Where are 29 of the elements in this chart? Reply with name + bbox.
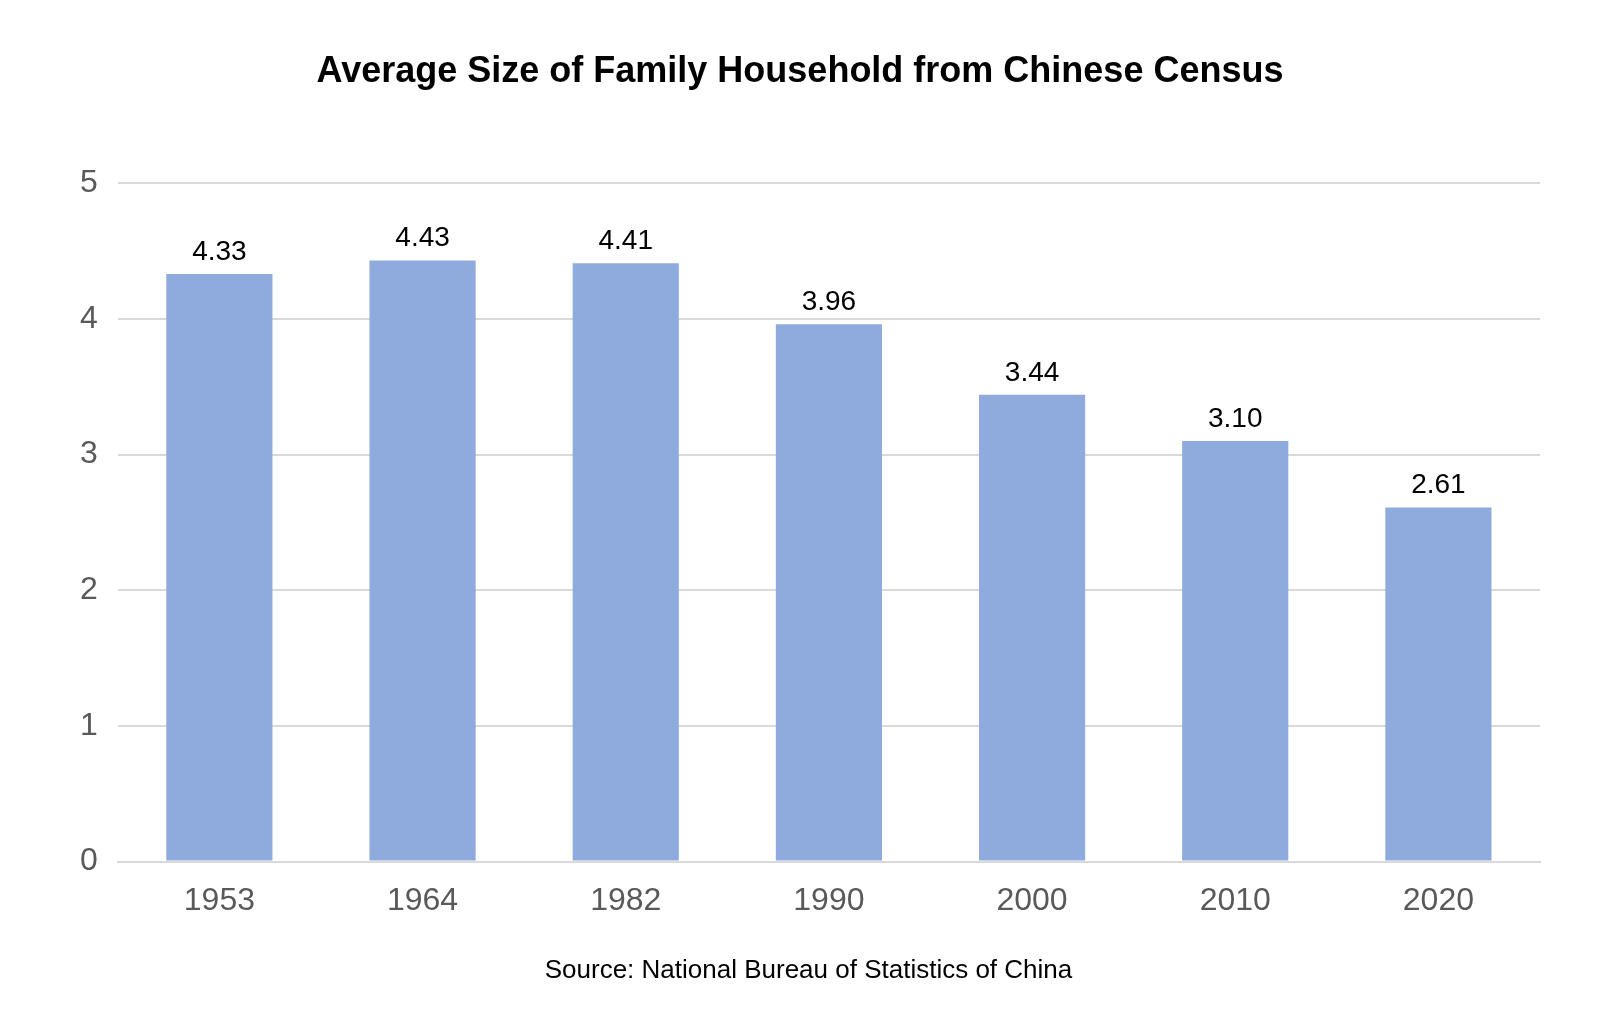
y-tick-label: 4: [80, 298, 98, 335]
data-label: 3.96: [801, 285, 857, 317]
data-label: 2.61: [1411, 468, 1466, 500]
x-tick-label: 2010: [1199, 880, 1271, 917]
y-tick-label: 2: [80, 570, 98, 607]
data-label: 4.41: [598, 223, 653, 255]
x-tick-label: 2000: [996, 880, 1068, 917]
x-tick-label: 1982: [590, 880, 662, 917]
y-tick-label: 1: [80, 705, 98, 742]
bar: [369, 260, 476, 861]
y-tick-label: 5: [80, 163, 98, 200]
bar: [572, 263, 679, 861]
data-label: 3.10: [1207, 401, 1263, 433]
x-tick-label: 1990: [793, 880, 865, 917]
x-tick-label: 1964: [386, 880, 459, 917]
source-note: Source: National Bureau of Statistics of China: [543, 954, 1074, 985]
x-tick-label: 2020: [1402, 880, 1475, 917]
bar: [775, 324, 882, 861]
bar: [978, 394, 1086, 861]
x-tick-label: 1953: [183, 880, 255, 917]
data-label: 4.43: [395, 221, 450, 253]
chart-title: Average Size of Family Household from Chinese Census: [316, 48, 1284, 90]
bar: [1182, 440, 1289, 861]
data-label: 3.44: [1004, 355, 1060, 387]
bar: [166, 274, 273, 861]
bar: [1385, 507, 1492, 861]
data-label: 4.33: [192, 234, 247, 266]
y-tick-label: 0: [80, 841, 98, 878]
y-tick-label: 3: [80, 434, 98, 471]
